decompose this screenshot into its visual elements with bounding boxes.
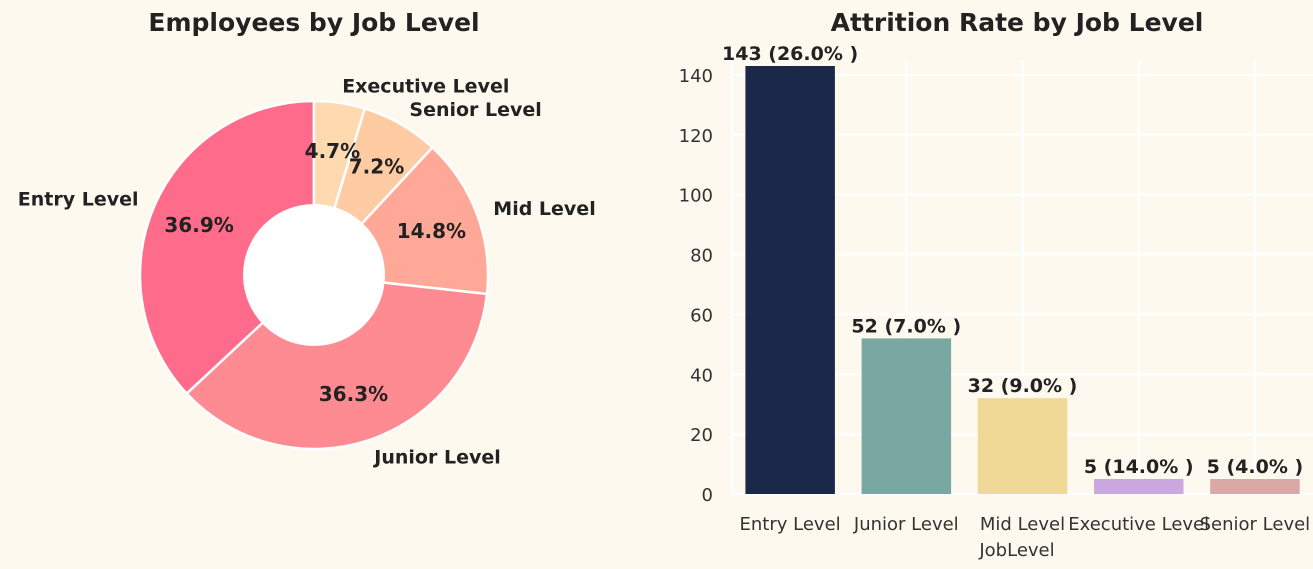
bar-mid-level: [977, 398, 1068, 494]
bar-series: [745, 66, 1300, 494]
donut-hole: [243, 204, 385, 346]
bar-value-label-junior-level: 52 (7.0% ): [851, 315, 961, 337]
x-axis-title: JobLevel: [978, 540, 1054, 561]
y-tick-label-20: 20: [690, 425, 713, 446]
donut-slice-entry-level: [138, 99, 316, 396]
bar-junior-level: [861, 338, 952, 494]
bar-value-label-mid-level: 32 (9.0% ): [968, 375, 1078, 397]
donut-labels: 36.9% Entry Level 36.3% Junior Level 14.8% Mi…: [18, 76, 596, 469]
bar-value-label-entry-level: 143 (26.0% ): [722, 43, 858, 65]
bar-entry-level: [745, 66, 835, 494]
y-tick-label-120: 120: [679, 126, 713, 147]
donut-category-label-executive-level: Executive Level: [342, 76, 509, 98]
donut-pct-label-entry-level: 36.9%: [164, 213, 233, 237]
y-tick-label-140: 140: [679, 66, 713, 87]
bar-x-axis: Entry Level Junior Level Mid Level Executiv…: [740, 514, 1311, 535]
x-tick-label-junior-level: Junior Level: [853, 514, 959, 535]
bar-value-labels: 143 (26.0% ) 52 (7.0% ) 32 (9.0% ) 5 (14.0%…: [722, 43, 1303, 478]
donut-pct-label-junior-level: 36.3%: [319, 382, 388, 406]
job-level-donut-chart: Employees by Job Level 36.9%Entry Level3…: [18, 8, 596, 469]
donut-pct-label-executive-level: 4.7%: [305, 139, 360, 163]
x-tick-label-entry-level: Entry Level: [740, 514, 841, 535]
donut-category-label-mid-level: Mid Level: [493, 198, 595, 220]
bar-y-axis: 0 20 40 60 80 100 120 140: [679, 66, 713, 506]
donut-category-label-junior-level: Junior Level: [372, 447, 500, 469]
donut-pct-label-mid-level: 14.8%: [397, 219, 466, 243]
bar-value-label-senior-level: 5 (4.0% ): [1207, 456, 1304, 478]
donut-chart-title: Employees by Job Level: [148, 8, 479, 37]
bar-senior-level: [1210, 479, 1300, 494]
bar-executive-level: [1094, 479, 1184, 494]
donut-pct-label-senior-level: 7.2%: [349, 154, 404, 178]
donut-slice-junior-level: [184, 273, 489, 451]
donut-category-label-senior-level: Senior Level: [409, 99, 541, 121]
attrition-bar-chart: Attrition Rate by Job Level 0 20 40 60 80 100…: [679, 8, 1313, 561]
x-tick-label-mid-level: Mid Level: [980, 514, 1065, 535]
y-tick-label-100: 100: [679, 186, 713, 207]
x-tick-label-senior-level: Senior Level: [1200, 514, 1311, 535]
y-tick-label-40: 40: [690, 365, 713, 386]
y-tick-label-60: 60: [690, 305, 713, 326]
bar-value-label-executive-level: 5 (14.0% ): [1084, 456, 1194, 478]
y-tick-label-80: 80: [690, 246, 713, 267]
bar-chart-title: Attrition Rate by Job Level: [831, 8, 1204, 37]
y-tick-label-0: 0: [702, 485, 713, 506]
donut-category-label-entry-level: Entry Level: [18, 189, 139, 211]
x-tick-label-executive-level: Executive Level: [1068, 514, 1209, 535]
